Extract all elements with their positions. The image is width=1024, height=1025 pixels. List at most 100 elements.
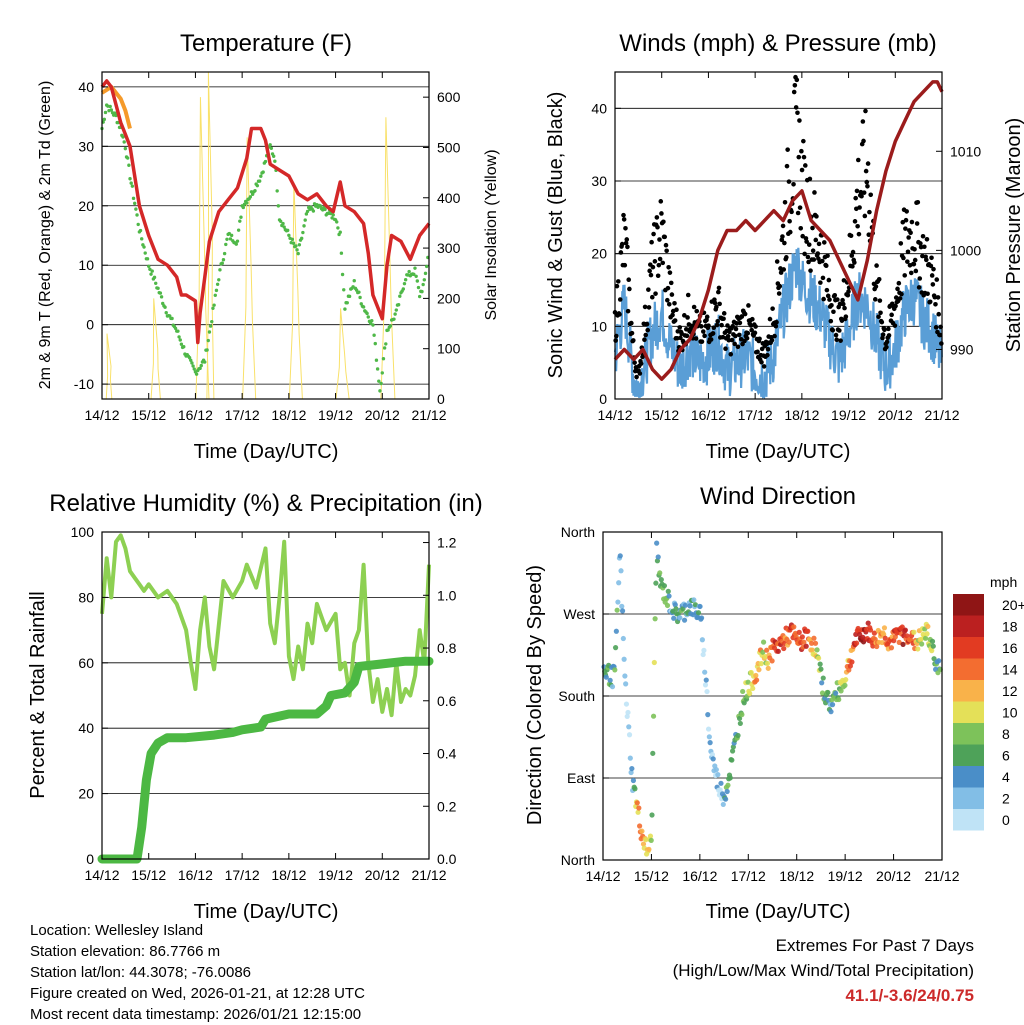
gust-point bbox=[778, 270, 784, 275]
direction-point bbox=[616, 580, 622, 586]
colorbar-label: 12 bbox=[1002, 683, 1018, 699]
pressure-line bbox=[613, 80, 944, 381]
temp-xlabel: Time (Day/UTC) bbox=[194, 441, 339, 463]
dewpoint-point bbox=[416, 285, 421, 290]
direction-point bbox=[706, 734, 712, 740]
rh-title: Relative Humidity (%) & Precipitation (i… bbox=[49, 490, 482, 517]
gust-point bbox=[617, 297, 623, 302]
dewpoint-point bbox=[121, 135, 125, 139]
direction-point bbox=[900, 641, 906, 648]
gust-point bbox=[876, 314, 881, 320]
direction-point bbox=[673, 606, 679, 612]
dewpoint-point bbox=[143, 251, 147, 255]
rh-xtick-label: 17/12 bbox=[225, 867, 260, 883]
direction-point bbox=[799, 634, 805, 640]
gust-point bbox=[905, 259, 910, 264]
gust-point bbox=[774, 319, 779, 325]
direction-point bbox=[625, 709, 631, 716]
gust-point bbox=[865, 161, 871, 166]
gust-point bbox=[648, 272, 654, 278]
dewpoint-point bbox=[131, 196, 136, 201]
gust-point bbox=[913, 268, 919, 274]
colorbar-swatch bbox=[953, 680, 984, 702]
direction-point bbox=[811, 635, 817, 641]
gust-point bbox=[861, 138, 866, 144]
direction-point bbox=[672, 602, 678, 608]
direction-point bbox=[724, 788, 730, 795]
wdir-xtick-label: 20/12 bbox=[876, 868, 911, 884]
dewpoint-point bbox=[285, 228, 290, 233]
dewpoint-point bbox=[421, 282, 425, 287]
direction-point bbox=[843, 677, 849, 683]
direction-point bbox=[626, 724, 632, 730]
gust-point bbox=[773, 323, 779, 329]
direction-point bbox=[677, 615, 683, 621]
dewpoint-point bbox=[375, 367, 380, 371]
colorbar-label: 4 bbox=[1002, 769, 1010, 785]
dewpoint-point bbox=[295, 248, 299, 252]
direction-point bbox=[819, 680, 825, 686]
gust-point bbox=[781, 267, 787, 272]
direction-point bbox=[626, 732, 633, 738]
gust-point bbox=[831, 309, 836, 315]
direction-point bbox=[661, 583, 668, 589]
gust-point bbox=[789, 209, 794, 215]
gust-point bbox=[828, 318, 834, 324]
gust-point bbox=[808, 268, 813, 273]
gust-point bbox=[797, 118, 802, 123]
extremes-title: Extremes For Past 7 Days bbox=[775, 936, 974, 955]
gust-point bbox=[732, 341, 737, 347]
dewpoint-point bbox=[211, 306, 215, 311]
direction-point bbox=[769, 658, 775, 664]
dewpoint-point bbox=[311, 209, 316, 213]
gust-point bbox=[884, 344, 889, 350]
rh-y2tick-label: 0.6 bbox=[437, 693, 457, 709]
dewpoint-point bbox=[234, 242, 239, 246]
direction-point bbox=[796, 629, 802, 635]
dewpoint-point bbox=[245, 201, 249, 205]
direction-point bbox=[896, 639, 902, 645]
dewpoint-point bbox=[229, 233, 234, 238]
dewpoint-point bbox=[352, 279, 356, 283]
gust-point bbox=[787, 229, 793, 235]
direction-point bbox=[649, 812, 655, 818]
dewpoint-point bbox=[142, 245, 146, 249]
gust-point bbox=[733, 326, 739, 332]
gust-point bbox=[774, 259, 780, 264]
direction-point bbox=[603, 674, 609, 680]
rh-y2tick-label: 0.4 bbox=[437, 746, 457, 762]
dewpoint-point bbox=[158, 291, 163, 295]
gust-point bbox=[813, 237, 819, 243]
gust-point bbox=[867, 209, 872, 215]
direction-point bbox=[620, 635, 626, 642]
dewpoint-point bbox=[138, 228, 143, 233]
direction-point bbox=[671, 615, 677, 621]
rh-ylabel: Percent & Total Rainfall bbox=[27, 591, 49, 799]
gust-point bbox=[629, 330, 635, 336]
gust-point bbox=[928, 263, 934, 269]
direction-point bbox=[820, 675, 826, 681]
direction-point bbox=[707, 740, 713, 746]
dewpoint-point bbox=[380, 371, 384, 375]
direction-point bbox=[814, 647, 820, 653]
direction-point bbox=[842, 682, 848, 688]
direction-point bbox=[640, 841, 647, 847]
colorbar-swatch bbox=[953, 701, 984, 723]
dewpoint-point bbox=[227, 231, 231, 236]
direction-point bbox=[809, 647, 816, 653]
gust-point bbox=[657, 237, 662, 242]
direction-point bbox=[636, 805, 642, 811]
dewpoint-point bbox=[130, 184, 135, 188]
rh-ytick-label: 100 bbox=[71, 524, 95, 540]
gust-point bbox=[749, 327, 754, 333]
gust-point bbox=[912, 246, 917, 252]
direction-point bbox=[760, 639, 767, 645]
gust-point bbox=[860, 119, 866, 124]
direction-point bbox=[764, 660, 771, 667]
direction-point bbox=[929, 648, 935, 654]
gust-point bbox=[642, 337, 647, 343]
dewpoint-point bbox=[402, 281, 407, 286]
gust-point bbox=[855, 223, 860, 229]
wdir-ytick-label: North bbox=[561, 524, 595, 540]
gust-point bbox=[721, 316, 726, 322]
